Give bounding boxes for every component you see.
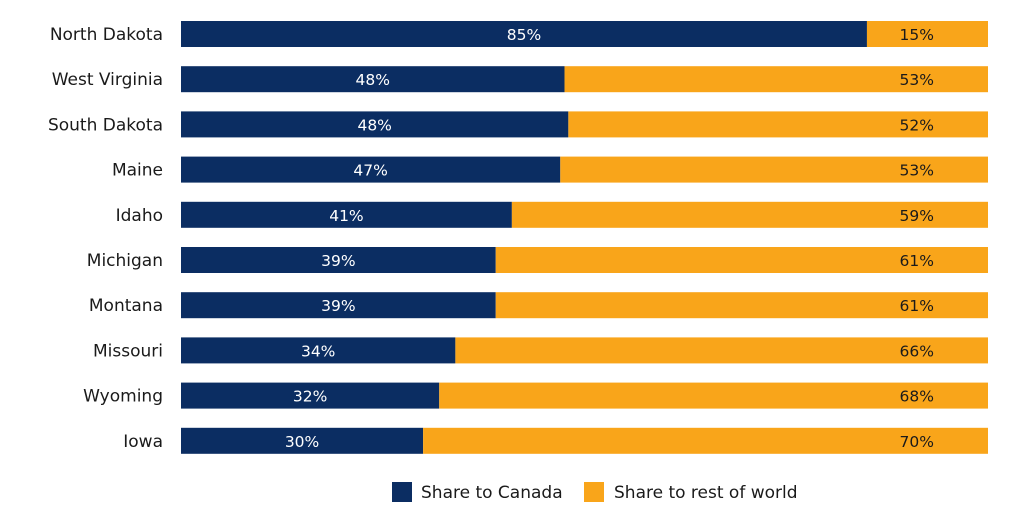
bar-segment-rest-of-world <box>495 292 988 319</box>
bar-segment-canada <box>181 247 496 273</box>
data-label-canada: 47% <box>353 162 387 180</box>
bar-row-maine: Maine 47% 53% <box>112 156 988 183</box>
bar-row-wyoming: Wyoming 32% 68% <box>83 382 988 409</box>
category-label: Idaho <box>116 206 163 226</box>
bar-segment-canada <box>181 427 424 454</box>
bar-segment-rest-of-world <box>423 427 989 454</box>
bar-row-michigan: Michigan 39% 61% <box>87 247 988 273</box>
data-label-canada: 41% <box>329 207 363 225</box>
data-label-rest-of-world: 15% <box>900 26 934 44</box>
data-label-rest-of-world: 70% <box>900 433 934 451</box>
category-label: South Dakota <box>48 115 163 135</box>
bar-segment-rest-of-world <box>564 66 988 93</box>
bar-segment-rest-of-world <box>866 21 988 47</box>
bar-segment-rest-of-world <box>511 201 988 228</box>
data-label-rest-of-world: 68% <box>900 388 934 406</box>
bar-segment-canada <box>181 292 496 319</box>
bar-segment-canada <box>181 66 565 93</box>
category-label: Montana <box>89 296 163 316</box>
category-label: Wyoming <box>83 387 163 407</box>
bars-group: North Dakota 85% 15% West Virginia 48% 53% Sou… <box>48 21 989 454</box>
data-label-rest-of-world: 52% <box>900 116 934 134</box>
legend-label-canada: Share to Canada <box>421 483 563 503</box>
data-label-rest-of-world: 53% <box>900 162 934 180</box>
data-label-canada: 39% <box>321 252 355 270</box>
bar-segment-canada <box>181 111 569 138</box>
bar-row-montana: Montana 39% 61% <box>89 292 988 319</box>
legend-swatch-rest-of-world <box>584 482 604 502</box>
bar-segment-rest-of-world <box>439 382 988 409</box>
data-label-canada: 85% <box>507 26 541 44</box>
bar-row-iowa: Iowa 30% 70% <box>123 427 989 454</box>
data-label-canada: 48% <box>357 116 391 134</box>
bar-segment-rest-of-world <box>568 111 988 138</box>
data-label-rest-of-world: 61% <box>900 252 934 270</box>
bar-segment-rest-of-world <box>455 337 988 364</box>
bar-segment-canada <box>181 156 561 183</box>
category-label: Iowa <box>123 432 163 452</box>
bar-segment-canada <box>181 337 456 364</box>
legend: Share to Canada Share to rest of world <box>392 482 798 503</box>
data-label-rest-of-world: 59% <box>900 207 934 225</box>
bar-segment-canada <box>181 21 867 47</box>
data-label-canada: 34% <box>301 342 335 360</box>
data-label-canada: 32% <box>293 388 327 406</box>
data-label-canada: 48% <box>356 71 390 89</box>
category-label: Missouri <box>93 341 163 361</box>
data-label-rest-of-world: 53% <box>900 71 934 89</box>
bar-segment-canada <box>181 201 512 228</box>
bar-segment-rest-of-world <box>560 156 988 183</box>
data-label-canada: 30% <box>285 433 319 451</box>
bar-row-south-dakota: South Dakota 48% 52% <box>48 111 988 138</box>
category-label: West Virginia <box>52 70 163 90</box>
category-label: North Dakota <box>50 25 163 45</box>
category-label: Maine <box>112 161 163 181</box>
legend-swatch-canada <box>392 482 412 502</box>
bar-segment-canada <box>181 382 440 409</box>
bar-segment-rest-of-world <box>495 247 988 273</box>
data-label-rest-of-world: 61% <box>900 297 934 315</box>
category-label: Michigan <box>87 251 163 271</box>
bar-row-north-dakota: North Dakota 85% 15% <box>50 21 988 47</box>
data-label-canada: 39% <box>321 297 355 315</box>
legend-label-rest-of-world: Share to rest of world <box>614 483 798 503</box>
data-label-rest-of-world: 66% <box>900 342 934 360</box>
bar-row-missouri: Missouri 34% 66% <box>93 337 988 364</box>
bar-row-idaho: Idaho 41% 59% <box>116 201 988 228</box>
bar-row-west-virginia: West Virginia 48% 53% <box>52 66 988 93</box>
